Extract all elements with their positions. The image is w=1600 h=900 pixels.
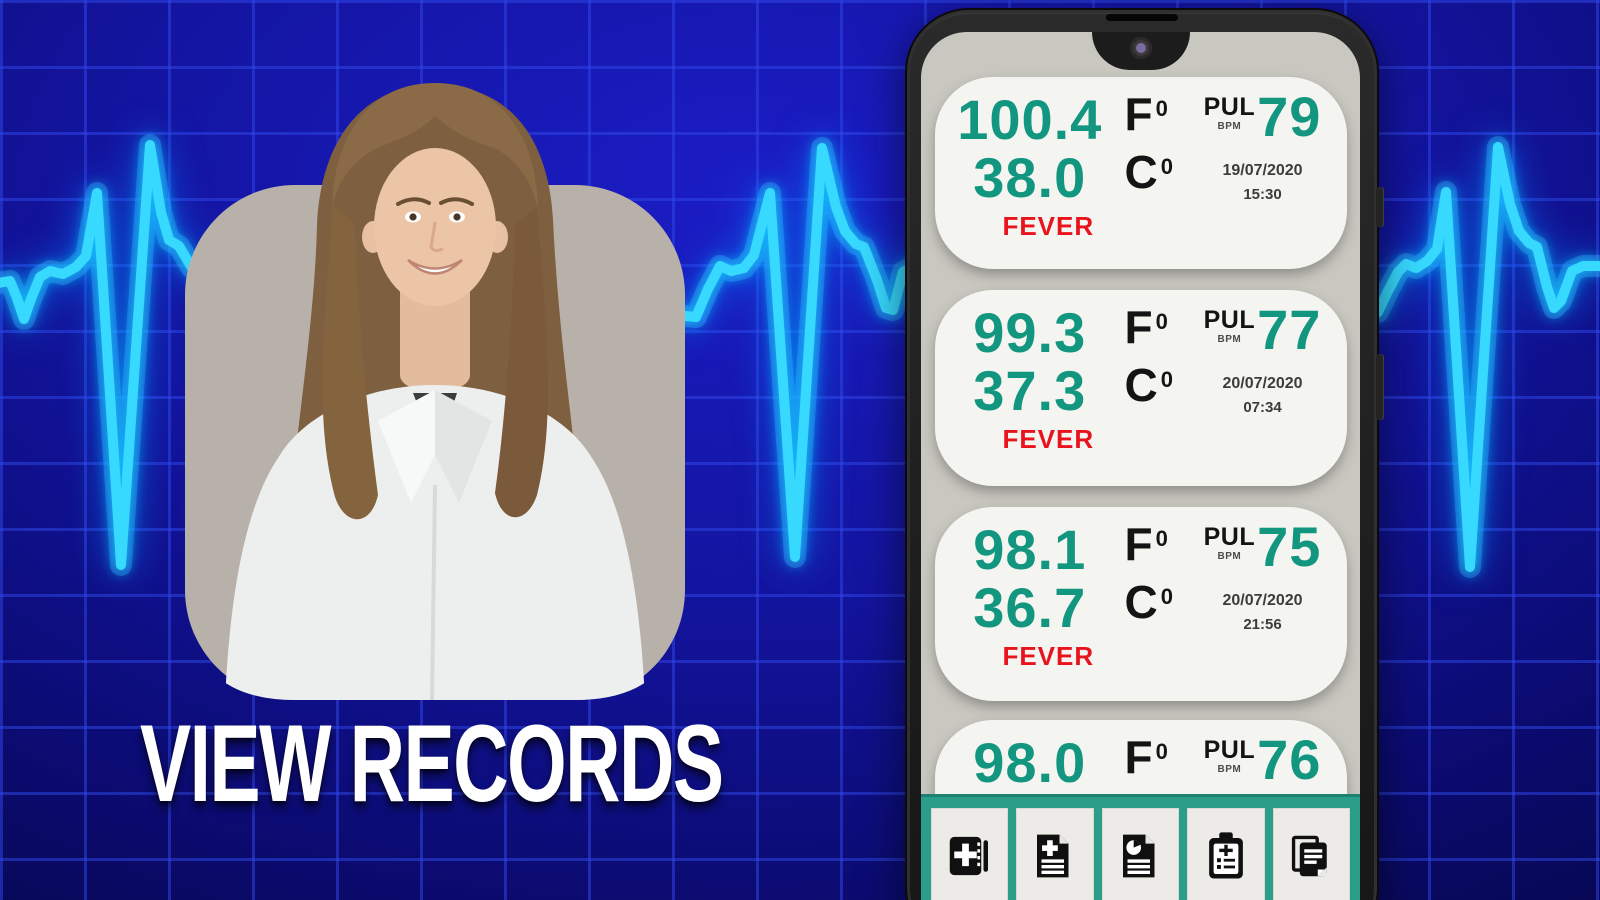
temp-c-unit: C	[1125, 359, 1158, 411]
temp-f-value: 99.3	[973, 301, 1086, 364]
degree-symbol: 0	[1156, 96, 1168, 121]
degree-symbol: 0	[1156, 526, 1168, 551]
pulse-value: 79	[1257, 94, 1321, 140]
temp-f-unit: F	[1125, 88, 1153, 140]
bpm-label: BPM	[1204, 121, 1256, 132]
copy-documents-icon	[1284, 829, 1338, 883]
pul-label: PUL	[1204, 310, 1256, 331]
record-card[interactable]: 100.4 F0 PUL BPM 79 38.0 C0	[935, 77, 1347, 269]
records-toolbar	[921, 794, 1360, 900]
pulse-value: 75	[1257, 524, 1321, 570]
add-record-book-button[interactable]	[931, 808, 1008, 900]
phone-screen: 100.4 F0 PUL BPM 79 38.0 C0	[921, 32, 1360, 900]
add-document-button[interactable]	[1016, 808, 1093, 900]
camera-dot	[1130, 37, 1152, 59]
document-report-button[interactable]	[1102, 808, 1179, 900]
temp-c-value: 37.3	[973, 359, 1086, 422]
pul-label: PUL	[1204, 97, 1256, 118]
copy-documents-button[interactable]	[1273, 808, 1350, 900]
record-date: 20/07/2020	[1222, 592, 1302, 610]
fever-badge: FEVER	[1002, 211, 1094, 241]
add-record-book-icon	[943, 829, 997, 883]
temp-f-unit: F	[1125, 518, 1153, 570]
degree-symbol: 0	[1161, 367, 1173, 392]
fever-badge: FEVER	[1002, 424, 1094, 454]
add-document-icon	[1028, 829, 1082, 883]
bpm-label: BPM	[1204, 551, 1256, 562]
clipboard-checklist-button[interactable]	[1187, 808, 1264, 900]
temp-f-value: 100.4	[957, 88, 1102, 151]
record-card[interactable]: 99.3 F0 PUL BPM 77 37.3 C0	[935, 290, 1347, 486]
page-title: VIEW RECORDS	[140, 702, 722, 827]
pul-label: PUL	[1204, 527, 1256, 548]
promo-banner: VIEW RECORDS 100.4 F0 PUL BPM	[0, 0, 1600, 900]
temp-f-unit: F	[1125, 301, 1153, 353]
phone-power-button	[1376, 187, 1384, 227]
temp-c-value: 38.0	[973, 146, 1086, 209]
phone-mockup: 100.4 F0 PUL BPM 79 38.0 C0	[905, 8, 1379, 900]
degree-symbol: 0	[1156, 739, 1168, 764]
fever-badge: FEVER	[1002, 641, 1094, 671]
document-report-icon	[1114, 829, 1168, 883]
record-date: 19/07/2020	[1222, 162, 1302, 180]
temp-c-unit: C	[1125, 146, 1158, 198]
pulse-value: 77	[1257, 307, 1321, 353]
phone-volume-button	[1376, 354, 1384, 420]
degree-symbol: 0	[1156, 309, 1168, 334]
record-card[interactable]: 98.1 F0 PUL BPM 75 36.7 C0	[935, 507, 1347, 701]
doctor-photo-card	[185, 55, 685, 700]
speaker-slot	[1106, 14, 1178, 21]
iris-right	[453, 213, 460, 220]
record-time: 21:56	[1222, 616, 1302, 633]
record-date: 20/07/2020	[1222, 375, 1302, 393]
degree-symbol: 0	[1161, 584, 1173, 609]
temp-f-unit: F	[1125, 731, 1153, 783]
temp-c-unit: C	[1125, 576, 1158, 628]
temp-c-value: 36.7	[973, 576, 1086, 639]
doctor-illustration	[185, 55, 685, 700]
bpm-label: BPM	[1204, 334, 1256, 345]
record-time: 07:34	[1222, 399, 1302, 416]
clipboard-checklist-icon	[1199, 829, 1253, 883]
notch	[1092, 32, 1190, 70]
degree-symbol: 0	[1161, 154, 1173, 179]
pul-label: PUL	[1204, 740, 1256, 761]
temp-f-value: 98.1	[973, 518, 1086, 581]
record-time: 15:30	[1222, 186, 1302, 203]
temp-f-value: 98.0	[973, 731, 1086, 794]
pulse-value: 76	[1257, 737, 1321, 783]
bpm-label: BPM	[1204, 764, 1256, 775]
iris-left	[409, 213, 416, 220]
